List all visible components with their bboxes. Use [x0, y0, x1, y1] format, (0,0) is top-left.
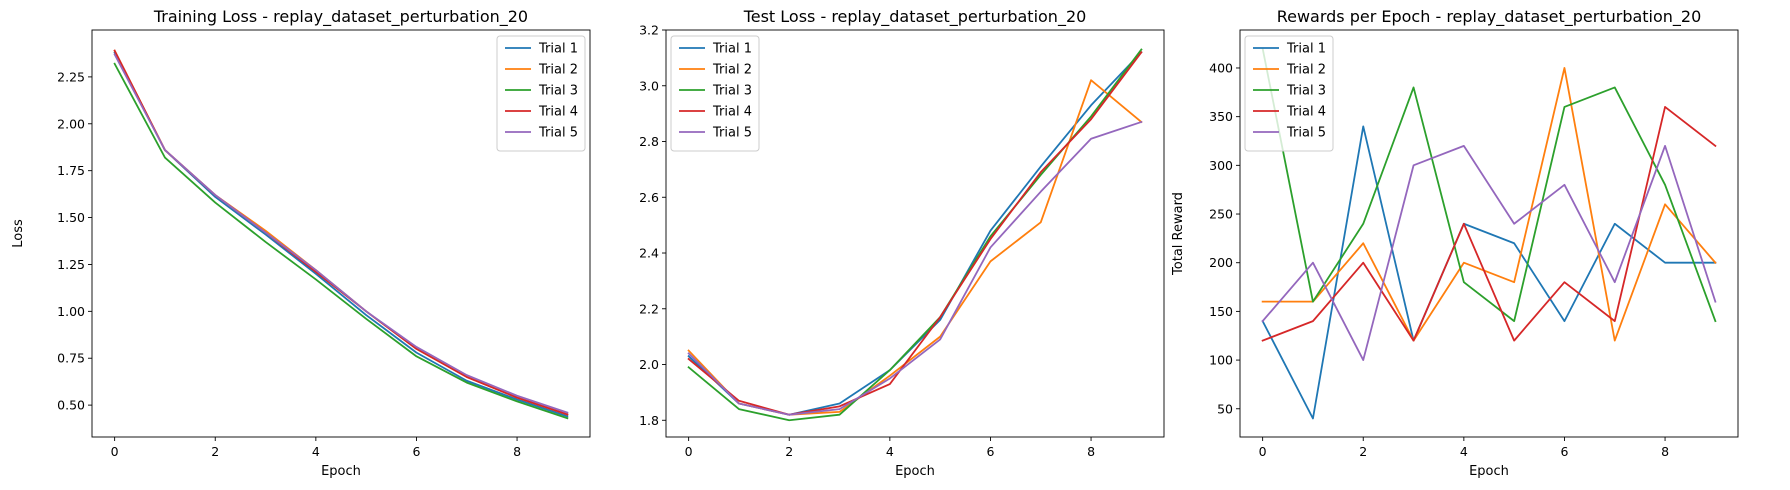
- y-tick-label: 100: [1209, 353, 1233, 368]
- chart-title: Training Loss - replay_dataset_perturbat…: [153, 7, 528, 27]
- x-tick-label: 2: [211, 444, 219, 459]
- legend-label-trial-3: Trial 3: [538, 84, 578, 99]
- y-axis-label: Loss: [11, 219, 26, 248]
- chart-title: Rewards per Epoch - replay_dataset_pertu…: [1277, 7, 1702, 27]
- x-tick-label: 8: [1087, 444, 1095, 459]
- y-tick-label: 2.0: [639, 357, 659, 372]
- legend-label-trial-1: Trial 1: [538, 42, 578, 57]
- x-tick-label: 6: [412, 444, 420, 459]
- y-tick-label: 3.0: [639, 78, 659, 93]
- series-line-trial-3: [1261, 47, 1717, 323]
- legend-label-trial-5: Trial 5: [1286, 126, 1326, 141]
- y-tick-label: 2.2: [639, 301, 659, 316]
- chart-title: Test Loss - replay_dataset_perturbation_…: [743, 7, 1087, 27]
- legend-label-trial-1: Trial 1: [1286, 42, 1326, 57]
- y-tick-label: 1.50: [57, 210, 85, 225]
- y-tick-label: 2.25: [57, 69, 85, 84]
- y-tick-label: 250: [1209, 207, 1233, 222]
- y-tick-label: 2.00: [57, 116, 85, 131]
- legend-label-trial-2: Trial 2: [1286, 63, 1326, 78]
- y-tick-label: 1.25: [57, 257, 85, 272]
- x-tick-label: 4: [312, 444, 320, 459]
- series-line-trial-3: [113, 62, 569, 420]
- legend-label-trial-3: Trial 3: [712, 84, 752, 99]
- y-tick-label: 400: [1209, 60, 1233, 75]
- legend-label-trial-2: Trial 2: [712, 63, 752, 78]
- chart-panel-1: 0 2 4 6 8 0.50 0.75 1.00 1.25 1.50 1.75 2.00 2.25 Tra…: [11, 7, 591, 479]
- series-line-trial-2: [1261, 67, 1717, 342]
- legend-box: [670, 35, 760, 152]
- x-tick-label: 2: [1359, 444, 1367, 459]
- y-axis-label: Total Reward: [1171, 192, 1186, 276]
- legend-label-trial-4: Trial 4: [538, 105, 578, 120]
- legend-label-trial-3: Trial 3: [1286, 84, 1326, 99]
- legend-label-trial-5: Trial 5: [538, 126, 578, 141]
- y-tick-label: 0.50: [57, 398, 85, 413]
- y-tick-label: 50: [1217, 401, 1233, 416]
- legend-box: [1244, 35, 1334, 152]
- x-tick-label: 6: [986, 444, 994, 459]
- x-tick-label: 2: [785, 444, 793, 459]
- chart-panel-2: 0 2 4 6 8 1.8 2.0 2.2 2.4 2.6 2.8 3.0 3.2 Test Loss -…: [639, 7, 1165, 479]
- y-tick-label: 150: [1209, 304, 1233, 319]
- y-tick-label: 2.8: [639, 134, 659, 149]
- y-tick-label: 200: [1209, 255, 1233, 270]
- legend-label-trial-2: Trial 2: [538, 63, 578, 78]
- x-tick-label: 0: [685, 444, 693, 459]
- legend-box: [496, 35, 586, 152]
- chart-panel-3: 0 2 4 6 8 50 100 150 200 250 300 350 400 Rewards per …: [1171, 7, 1739, 479]
- legend-label-trial-1: Trial 1: [712, 42, 752, 57]
- x-tick-label: 8: [513, 444, 521, 459]
- x-tick-label: 0: [1259, 444, 1267, 459]
- x-tick-label: 0: [111, 444, 119, 459]
- y-tick-label: 2.4: [639, 246, 659, 261]
- x-axis-label: Epoch: [321, 464, 361, 479]
- x-axis-label: Epoch: [1469, 464, 1509, 479]
- legend-label-trial-5: Trial 5: [712, 126, 752, 141]
- y-tick-label: 0.75: [57, 351, 85, 366]
- plot-frame: [665, 29, 1165, 438]
- x-tick-label: 8: [1661, 444, 1669, 459]
- y-tick-label: 3.2: [639, 23, 659, 38]
- legend: Trial 1 Trial 2 Trial 3 Trial 4 Trial 5: [1244, 35, 1334, 152]
- series-line-trial-4: [687, 51, 1143, 416]
- y-tick-label: 1.8: [639, 413, 659, 428]
- x-tick-label: 6: [1560, 444, 1568, 459]
- y-tick-label: 1.75: [57, 163, 85, 178]
- legend-label-trial-4: Trial 4: [1286, 105, 1326, 120]
- x-tick-label: 4: [886, 444, 894, 459]
- y-tick-label: 350: [1209, 109, 1233, 124]
- x-tick-label: 4: [1460, 444, 1468, 459]
- x-axis-label: Epoch: [895, 464, 935, 479]
- legend-label-trial-4: Trial 4: [712, 105, 752, 120]
- legend: Trial 1 Trial 2 Trial 3 Trial 4 Trial 5: [670, 35, 760, 152]
- legend: Trial 1 Trial 2 Trial 3 Trial 4 Trial 5: [496, 35, 586, 152]
- series-line-trial-5: [113, 53, 569, 414]
- series-line-trial-5: [687, 120, 1143, 416]
- plot-frame: [1239, 29, 1739, 438]
- y-tick-label: 300: [1209, 158, 1233, 173]
- y-tick-label: 1.00: [57, 304, 85, 319]
- y-tick-label: 2.6: [639, 190, 659, 205]
- series-line-trial-5: [1261, 144, 1717, 361]
- plot-frame: [91, 29, 591, 438]
